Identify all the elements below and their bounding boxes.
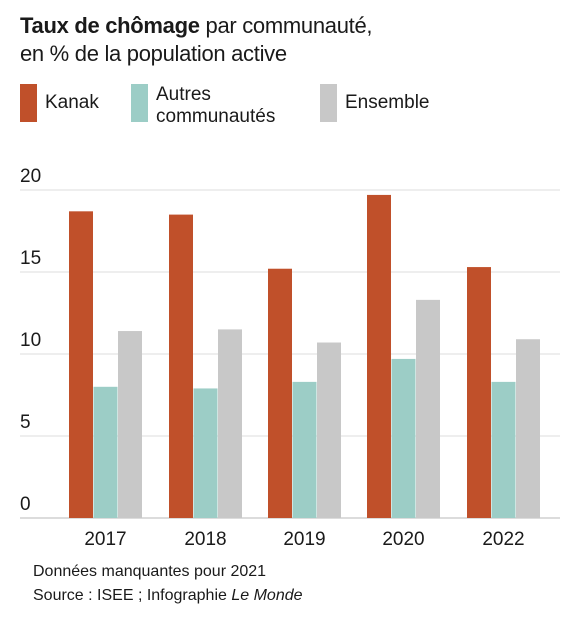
x-tick-labels: 2017 2018 2019 2020 2022 <box>84 529 524 550</box>
bar-ensemble-2019 <box>317 342 341 518</box>
bar-kanak-2019 <box>268 268 292 518</box>
bar-kanak-2018 <box>169 214 193 518</box>
y-tick-label-20: 20 <box>20 166 41 187</box>
title-bold: Taux de chômage <box>20 13 200 38</box>
bar-ensemble-2022 <box>516 339 540 518</box>
legend-swatch-ensemble <box>320 84 337 122</box>
title-line-1: Taux de chômage par communauté, <box>20 12 373 40</box>
bar-kanak-2017 <box>69 211 93 518</box>
legend-swatch-kanak <box>20 84 37 122</box>
x-tick-label-2022: 2022 <box>482 529 524 550</box>
title-line-2: en % de la population active <box>20 41 287 66</box>
bar-autres-communaut-s-2020 <box>391 358 416 518</box>
missing-data-note: Données manquantes pour 2021 <box>33 563 267 580</box>
legend-item-ensemble: Ensemble <box>320 84 495 122</box>
y-tick-label-0: 0 <box>20 494 31 515</box>
bar-kanak-2020 <box>367 194 391 519</box>
bar-kanak-2022 <box>467 267 491 518</box>
bar-autres-communaut-s-2018 <box>193 388 218 518</box>
bar-ensemble-2020 <box>416 299 440 518</box>
x-tick-label-2019: 2019 <box>283 529 325 550</box>
bar-ensemble-2018 <box>218 329 242 518</box>
footer: Données manquantes pour 2021 Source : IS… <box>33 560 303 608</box>
x-tick-label-2018: 2018 <box>184 529 226 550</box>
y-tick-labels: 0 5 10 15 20 <box>20 166 41 515</box>
bar-autres-communaut-s-2022 <box>491 381 516 518</box>
source-italic: Le Monde <box>231 587 303 604</box>
legend-item-kanak: Kanak <box>20 84 195 122</box>
legend-label-ensemble: Ensemble <box>345 92 430 113</box>
legend-swatch-autres <box>131 84 148 122</box>
source-line: Source : ISEE ; Infographie Le Monde <box>33 584 303 608</box>
bars <box>69 194 540 519</box>
chart-title: Taux de chômage par communauté, en % de … <box>20 12 373 68</box>
bar-autres-communaut-s-2019 <box>292 381 317 518</box>
y-tick-label-15: 15 <box>20 248 41 269</box>
y-tick-label-5: 5 <box>20 412 31 433</box>
y-tick-label-10: 10 <box>20 330 41 351</box>
legend-item-autres: Autres communautés <box>131 84 296 128</box>
bar-chart: 0 5 10 15 20 2017 2018 2019 2020 2022 <box>20 166 560 550</box>
x-tick-label-2017: 2017 <box>84 529 126 550</box>
source-prefix: Source : ISEE ; Infographie <box>33 587 232 604</box>
legend: Kanak Autres communautés Ensemble <box>20 84 560 130</box>
title-rest: par communauté, <box>199 13 373 38</box>
x-tick-label-2020: 2020 <box>382 529 424 550</box>
legend-label-kanak: Kanak <box>45 92 99 113</box>
legend-label-autres: Autres communautés <box>156 84 276 127</box>
bar-ensemble-2017 <box>118 331 142 518</box>
bar-autres-communaut-s-2017 <box>93 386 118 518</box>
